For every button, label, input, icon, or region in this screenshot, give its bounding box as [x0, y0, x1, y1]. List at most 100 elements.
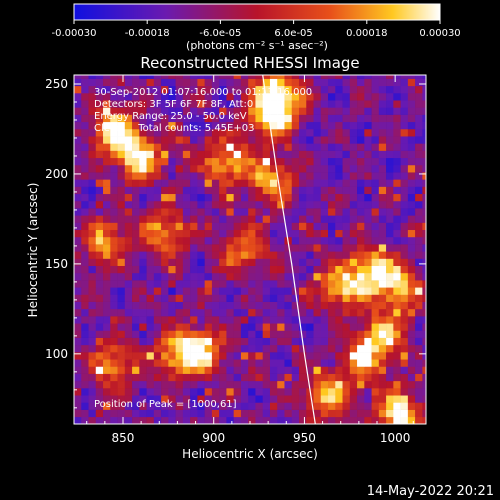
heatmap-cell	[386, 409, 394, 418]
heatmap-cell	[378, 301, 387, 310]
heatmap-cell	[110, 388, 118, 396]
heatmap-cell	[153, 395, 162, 403]
heatmap-cell	[342, 193, 351, 202]
heatmap-cell	[313, 251, 322, 259]
heatmap-cell	[269, 164, 278, 173]
heatmap-cell	[117, 402, 126, 410]
heatmap-cell	[103, 380, 111, 389]
heatmap-cell	[110, 136, 118, 144]
heatmap-cell	[364, 352, 372, 360]
heatmap-cell	[378, 380, 387, 389]
heatmap-cell	[298, 373, 307, 382]
heatmap-cell	[400, 172, 409, 180]
heatmap-cell	[139, 121, 147, 130]
heatmap-cell	[291, 308, 300, 317]
heatmap-cell	[306, 330, 314, 338]
heatmap-cell	[139, 78, 147, 87]
heatmap-cell	[306, 280, 314, 288]
heatmap-cell	[284, 143, 293, 151]
heatmap-cell	[139, 85, 147, 94]
heatmap-cell	[255, 301, 263, 310]
heatmap-cell	[146, 121, 155, 130]
heatmap-cell	[342, 388, 351, 396]
heatmap-cell	[335, 294, 343, 302]
heatmap-cell	[190, 402, 198, 410]
heatmap-cell	[124, 200, 133, 209]
heatmap-cell	[204, 395, 213, 403]
heatmap-cell	[74, 128, 82, 137]
heatmap-cell	[117, 380, 126, 389]
heatmap-cell	[262, 316, 271, 324]
heatmap-cell	[298, 164, 307, 173]
heatmap-cell	[335, 244, 343, 252]
heatmap-cell	[219, 344, 227, 353]
heatmap-cell	[284, 366, 293, 374]
heatmap-cell	[74, 164, 82, 173]
heatmap-cell	[233, 186, 242, 195]
heatmap-cell	[117, 75, 126, 79]
heatmap-cell	[371, 402, 380, 410]
heatmap-cell	[139, 380, 147, 389]
heatmap-cell	[110, 301, 118, 310]
heatmap-cell	[357, 287, 365, 295]
heatmap-cell	[306, 301, 314, 310]
heatmap-cell	[335, 143, 343, 151]
heatmap-cell	[422, 114, 426, 123]
heatmap-cell	[190, 172, 198, 180]
heatmap-cell	[328, 121, 336, 130]
heatmap-cell	[291, 258, 300, 266]
heatmap-cell	[168, 409, 176, 418]
heatmap-cell	[364, 395, 372, 403]
heatmap-cell	[393, 359, 401, 367]
heatmap-cell	[74, 330, 82, 338]
heatmap-cell	[81, 121, 89, 130]
heatmap-cell	[161, 114, 169, 123]
heatmap-cell	[219, 301, 227, 310]
heatmap-cell	[248, 107, 256, 115]
heatmap-cell	[103, 236, 111, 245]
heatmap-cell	[146, 229, 155, 238]
heatmap-cell	[204, 316, 213, 324]
heatmap-cell	[233, 395, 242, 403]
heatmap-cell	[175, 373, 184, 382]
heatmap-cell	[74, 229, 82, 238]
heatmap-cell	[393, 294, 401, 302]
heatmap-cell	[313, 114, 322, 123]
heatmap-cell	[248, 359, 256, 367]
heatmap-cell	[204, 78, 213, 87]
heatmap-cell	[342, 373, 351, 382]
heatmap-cell	[168, 352, 176, 360]
annotation-total-counts: Clean Total counts: 5.45E+03	[94, 123, 254, 134]
heatmap-cell	[342, 416, 351, 424]
heatmap-cell	[161, 75, 169, 79]
heatmap-cell	[204, 75, 213, 79]
heatmap-cell	[378, 193, 387, 202]
heatmap-cell	[269, 272, 278, 281]
heatmap-cell	[415, 330, 423, 338]
heatmap-cell	[269, 92, 278, 101]
heatmap-cell	[328, 388, 336, 396]
heatmap-cell	[95, 208, 104, 216]
heatmap-cell	[306, 251, 314, 259]
heatmap-cell	[161, 150, 169, 159]
heatmap-cell	[240, 179, 249, 187]
heatmap-cell	[153, 121, 162, 130]
heatmap-cell	[364, 121, 372, 130]
heatmap-cell	[81, 388, 89, 396]
heatmap-cell	[103, 150, 111, 159]
heatmap-cell	[328, 380, 336, 389]
heatmap-cell	[190, 287, 198, 295]
heatmap-cell	[211, 150, 220, 159]
heatmap-cell	[262, 78, 271, 87]
heatmap-cell	[124, 186, 133, 195]
heatmap-cell	[233, 330, 242, 338]
heatmap-cell	[364, 136, 372, 144]
heatmap-cell	[219, 287, 227, 295]
heatmap-cell	[124, 78, 133, 87]
heatmap-cell	[132, 150, 140, 159]
heatmap-cell	[277, 409, 285, 418]
heatmap-cell	[357, 179, 365, 187]
heatmap-cell	[298, 229, 307, 238]
heatmap-cell	[364, 359, 372, 367]
heatmap-cell	[88, 179, 97, 187]
